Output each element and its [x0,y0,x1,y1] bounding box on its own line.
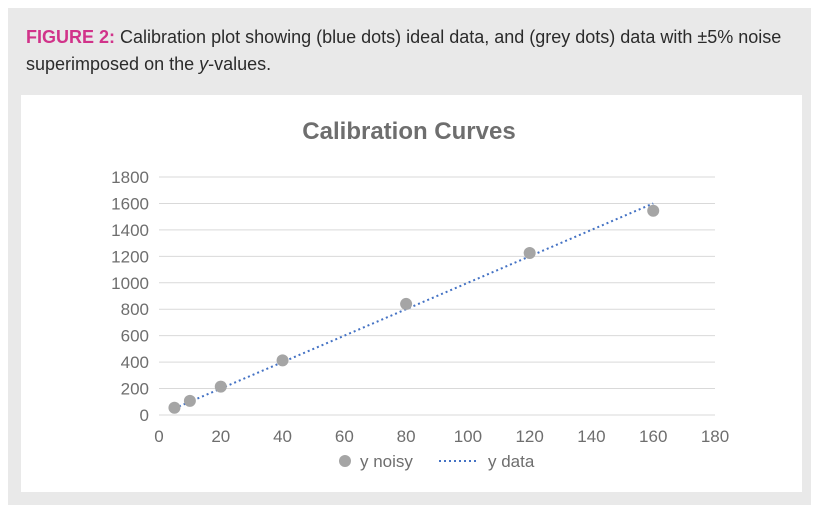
x-axis-ticks: 0 20 40 60 80 100 120 140 160 180 [154,427,729,446]
x-tick-label: 180 [701,427,729,446]
x-tick-label: 160 [639,427,667,446]
series-layer [168,202,660,414]
y-tick-label: 1400 [111,221,149,240]
grid-lines [159,176,715,390]
legend-marker-y-noisy [339,455,351,467]
figure-caption: FIGURE 2: Calibration plot showing (blue… [26,24,796,78]
series-line-y-data [174,202,654,410]
y-tick-label: 1200 [111,247,149,266]
y-tick-label: 200 [121,380,149,399]
y-axis-ticks: 0 200 400 600 800 1000 1200 1400 1600 1800 [111,168,149,425]
x-tick-label: 0 [154,427,163,446]
y-tick-label: 1000 [111,274,149,293]
data-point-y-noisy [168,401,181,414]
x-tick-label: 20 [211,427,230,446]
legend: y noisy y data [339,452,535,471]
figure: FIGURE 2: Calibration plot showing (blue… [8,8,811,505]
x-tick-label: 100 [454,427,482,446]
y-tick-label: 1600 [111,194,149,213]
data-point-y-noisy [523,247,536,260]
y-tick-label: 600 [121,327,149,346]
caption-text: Calibration plot showing (blue dots) ide… [26,27,782,74]
y-tick-label: 1800 [111,168,149,187]
data-point-y-noisy [647,204,660,217]
caption-italic: y [199,54,209,74]
caption-label: FIGURE 2: [26,27,116,47]
caption-text-end: -values. [208,54,272,74]
data-point-y-noisy [214,380,227,393]
chart-title: Calibration Curves [302,118,515,145]
calibration-chart: Calibration Curves 020040060080010001200… [111,118,729,471]
legend-label-y-noisy: y noisy [360,452,413,471]
x-tick-label: 120 [515,427,543,446]
data-point-y-noisy [183,394,196,407]
y-tick-label: 400 [121,353,149,372]
chart-panel: Calibration Curves 0 200 400 600 800 1000 1200… [21,95,802,492]
x-tick-label: 60 [335,427,354,446]
data-point-y-noisy [400,297,413,310]
x-tick-label: 40 [273,427,292,446]
data-point-y-noisy [276,354,289,367]
y-tick-label: 0 [140,406,149,425]
legend-label-y-data: y data [488,452,535,471]
x-tick-label: 140 [577,427,605,446]
x-tick-label: 80 [397,427,416,446]
y-tick-label: 800 [121,300,149,319]
